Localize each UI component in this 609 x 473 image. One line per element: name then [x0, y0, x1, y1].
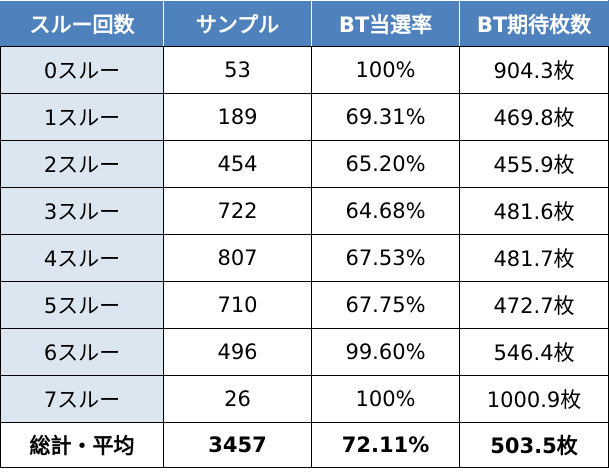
total-row: 総計・平均 3457 72.11% 503.5枚 [0, 422, 609, 468]
row-label-cell: 3スルー [0, 187, 164, 235]
expected-medals-cell: 455.9枚 [459, 140, 609, 188]
total-win-rate-cell: 72.11% [311, 422, 460, 468]
table-row: 3スルー 722 64.68% 481.6枚 [0, 187, 609, 235]
table-header: スルー回数 サンプル BT当選率 BT期待枚数 [0, 0, 609, 47]
expected-medals-cell: 481.7枚 [459, 234, 609, 282]
expected-medals-cell: 481.6枚 [459, 187, 609, 235]
table-row: 7スルー 26 100% 1000.9枚 [0, 375, 609, 423]
sample-cell: 26 [163, 375, 312, 423]
sample-cell: 53 [163, 46, 312, 94]
table-row: 0スルー 53 100% 904.3枚 [0, 46, 609, 94]
total-expected-medals-cell: 503.5枚 [459, 422, 609, 468]
win-rate-cell: 65.20% [311, 140, 460, 188]
expected-medals-cell: 546.4枚 [459, 328, 609, 376]
row-label-cell: 5スルー [0, 281, 164, 329]
total-sample-cell: 3457 [163, 422, 312, 468]
table-row: 2スルー 454 65.20% 455.9枚 [0, 140, 609, 188]
row-label-cell: 0スルー [0, 46, 164, 94]
win-rate-cell: 67.75% [311, 281, 460, 329]
win-rate-cell: 100% [311, 375, 460, 423]
header-through-count: スルー回数 [0, 0, 164, 47]
header-row: スルー回数 サンプル BT当選率 BT期待枚数 [0, 0, 609, 47]
win-rate-cell: 69.31% [311, 93, 460, 141]
row-label-cell: 6スルー [0, 328, 164, 376]
expected-medals-cell: 1000.9枚 [459, 375, 609, 423]
row-label-cell: 4スルー [0, 234, 164, 282]
win-rate-cell: 100% [311, 46, 460, 94]
table-footer: 総計・平均 3457 72.11% 503.5枚 [0, 422, 609, 468]
header-bt-win-rate: BT当選率 [311, 0, 460, 47]
win-rate-cell: 64.68% [311, 187, 460, 235]
sample-cell: 454 [163, 140, 312, 188]
win-rate-cell: 67.53% [311, 234, 460, 282]
total-label-cell: 総計・平均 [0, 422, 164, 468]
header-sample: サンプル [163, 0, 312, 47]
win-rate-cell: 99.60% [311, 328, 460, 376]
row-label-cell: 1スルー [0, 93, 164, 141]
sample-cell: 189 [163, 93, 312, 141]
sample-cell: 807 [163, 234, 312, 282]
row-label-cell: 2スルー [0, 140, 164, 188]
row-label-cell: 7スルー [0, 375, 164, 423]
table-body: 0スルー 53 100% 904.3枚 1スルー 189 69.31% 469.… [0, 46, 609, 423]
table-row: 5スルー 710 67.75% 472.7枚 [0, 281, 609, 329]
sample-cell: 710 [163, 281, 312, 329]
expected-medals-cell: 469.8枚 [459, 93, 609, 141]
sample-cell: 496 [163, 328, 312, 376]
expected-medals-cell: 904.3枚 [459, 46, 609, 94]
header-bt-expected-medals: BT期待枚数 [459, 0, 609, 47]
expected-medals-cell: 472.7枚 [459, 281, 609, 329]
table-row: 1スルー 189 69.31% 469.8枚 [0, 93, 609, 141]
sample-cell: 722 [163, 187, 312, 235]
table-row: 4スルー 807 67.53% 481.7枚 [0, 234, 609, 282]
table-row: 6スルー 496 99.60% 546.4枚 [0, 328, 609, 376]
